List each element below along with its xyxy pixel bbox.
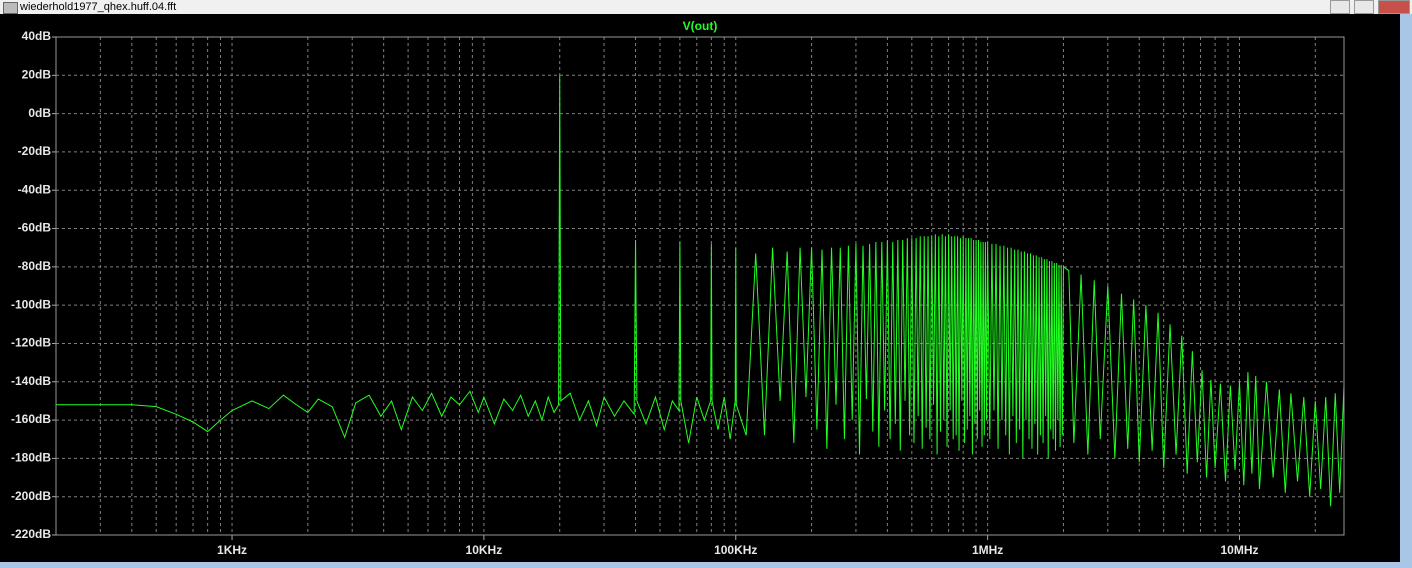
y-tick-label: -100dB [11, 297, 51, 311]
title-bar: wiederhold1977_qhex.huff.04.fft [0, 0, 1412, 14]
window-title: wiederhold1977_qhex.huff.04.fft [20, 1, 177, 13]
y-tick-label: -220dB [11, 527, 51, 541]
x-tick-label: 10MHz [1220, 543, 1258, 557]
minimize-button[interactable] [1330, 0, 1350, 14]
x-tick-label: 10KHz [466, 543, 503, 557]
trace [56, 75, 1344, 507]
maximize-button[interactable] [1354, 0, 1374, 14]
plot-frame [55, 36, 1345, 536]
y-tick-label: -60dB [18, 221, 52, 235]
y-tick-label: -40dB [18, 182, 52, 196]
window-frame [1400, 14, 1412, 568]
x-tick-label: 1KHz [217, 543, 247, 557]
y-tick-label: 40dB [22, 29, 52, 43]
y-tick-label: -200dB [11, 489, 51, 503]
x-tick-label: 1MHz [972, 543, 1003, 557]
y-tick-label: -180dB [11, 451, 51, 465]
y-tick-label: -20dB [18, 144, 52, 158]
trace-label: V(out) [683, 19, 718, 33]
y-tick-label: -80dB [18, 259, 52, 273]
window-frame [0, 562, 1412, 568]
y-tick-label: -120dB [11, 336, 51, 350]
window-icon [3, 2, 18, 14]
chart: V(out) 1KHz 10KHz 100KHz 1MHz 10MHz 40dB 20dB 0… [0, 14, 1412, 568]
y-tick-label: 20dB [22, 67, 52, 81]
y-tick-label: 0dB [28, 106, 51, 120]
y-tick-label: -140dB [11, 374, 51, 388]
y-tick-label: -160dB [11, 412, 51, 426]
close-button[interactable] [1378, 0, 1410, 14]
x-tick-label: 100KHz [714, 543, 757, 557]
